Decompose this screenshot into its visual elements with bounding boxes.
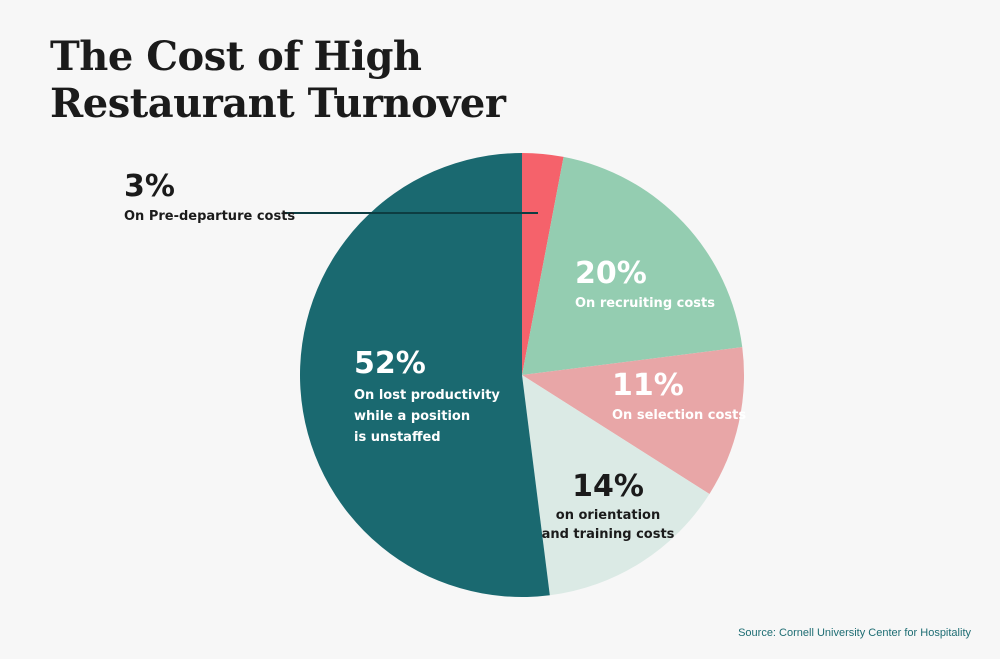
pie-slice-pre-departure (522, 153, 564, 375)
chart-title: The Cost of High Restaurant Turnover (50, 33, 507, 127)
slice-percent-label-recruiting: 20% (575, 256, 647, 291)
pie-slice-orientation-training (522, 375, 710, 596)
slice-description-lost-productivity: is unstaffed (354, 430, 441, 445)
pie-slice-recruiting (522, 156, 743, 375)
slice-description-selection: On selection costs (612, 408, 746, 423)
slice-description-orientation-training: on orientation (556, 508, 660, 523)
slice-percent-label-orientation-training: 14% (572, 469, 644, 504)
slice-description-pre-departure: On Pre-departure costs (124, 209, 295, 224)
slice-description-lost-productivity: On lost productivity (354, 388, 500, 403)
source-note: Source: Cornell University Center for Ho… (738, 627, 971, 639)
slice-percent-label-pre-departure: 3% (124, 169, 175, 204)
slice-labels: 3% On Pre-departure costs 20% On recruiting… (124, 169, 746, 542)
pie-slices (300, 153, 744, 597)
chart-title-line-1: The Cost of High (50, 33, 422, 80)
chart-title-line-2: Restaurant Turnover (50, 80, 507, 127)
slice-description-orientation-training: and training costs (542, 527, 675, 542)
slice-percent-label-lost-productivity: 52% (354, 346, 426, 381)
pie-slice-lost-productivity (300, 153, 550, 597)
pie-slice-selection (522, 347, 744, 494)
slice-percent-label-selection: 11% (612, 368, 684, 403)
slice-description-lost-productivity: while a position (354, 409, 470, 424)
slice-description-recruiting: On recruiting costs (575, 296, 715, 311)
